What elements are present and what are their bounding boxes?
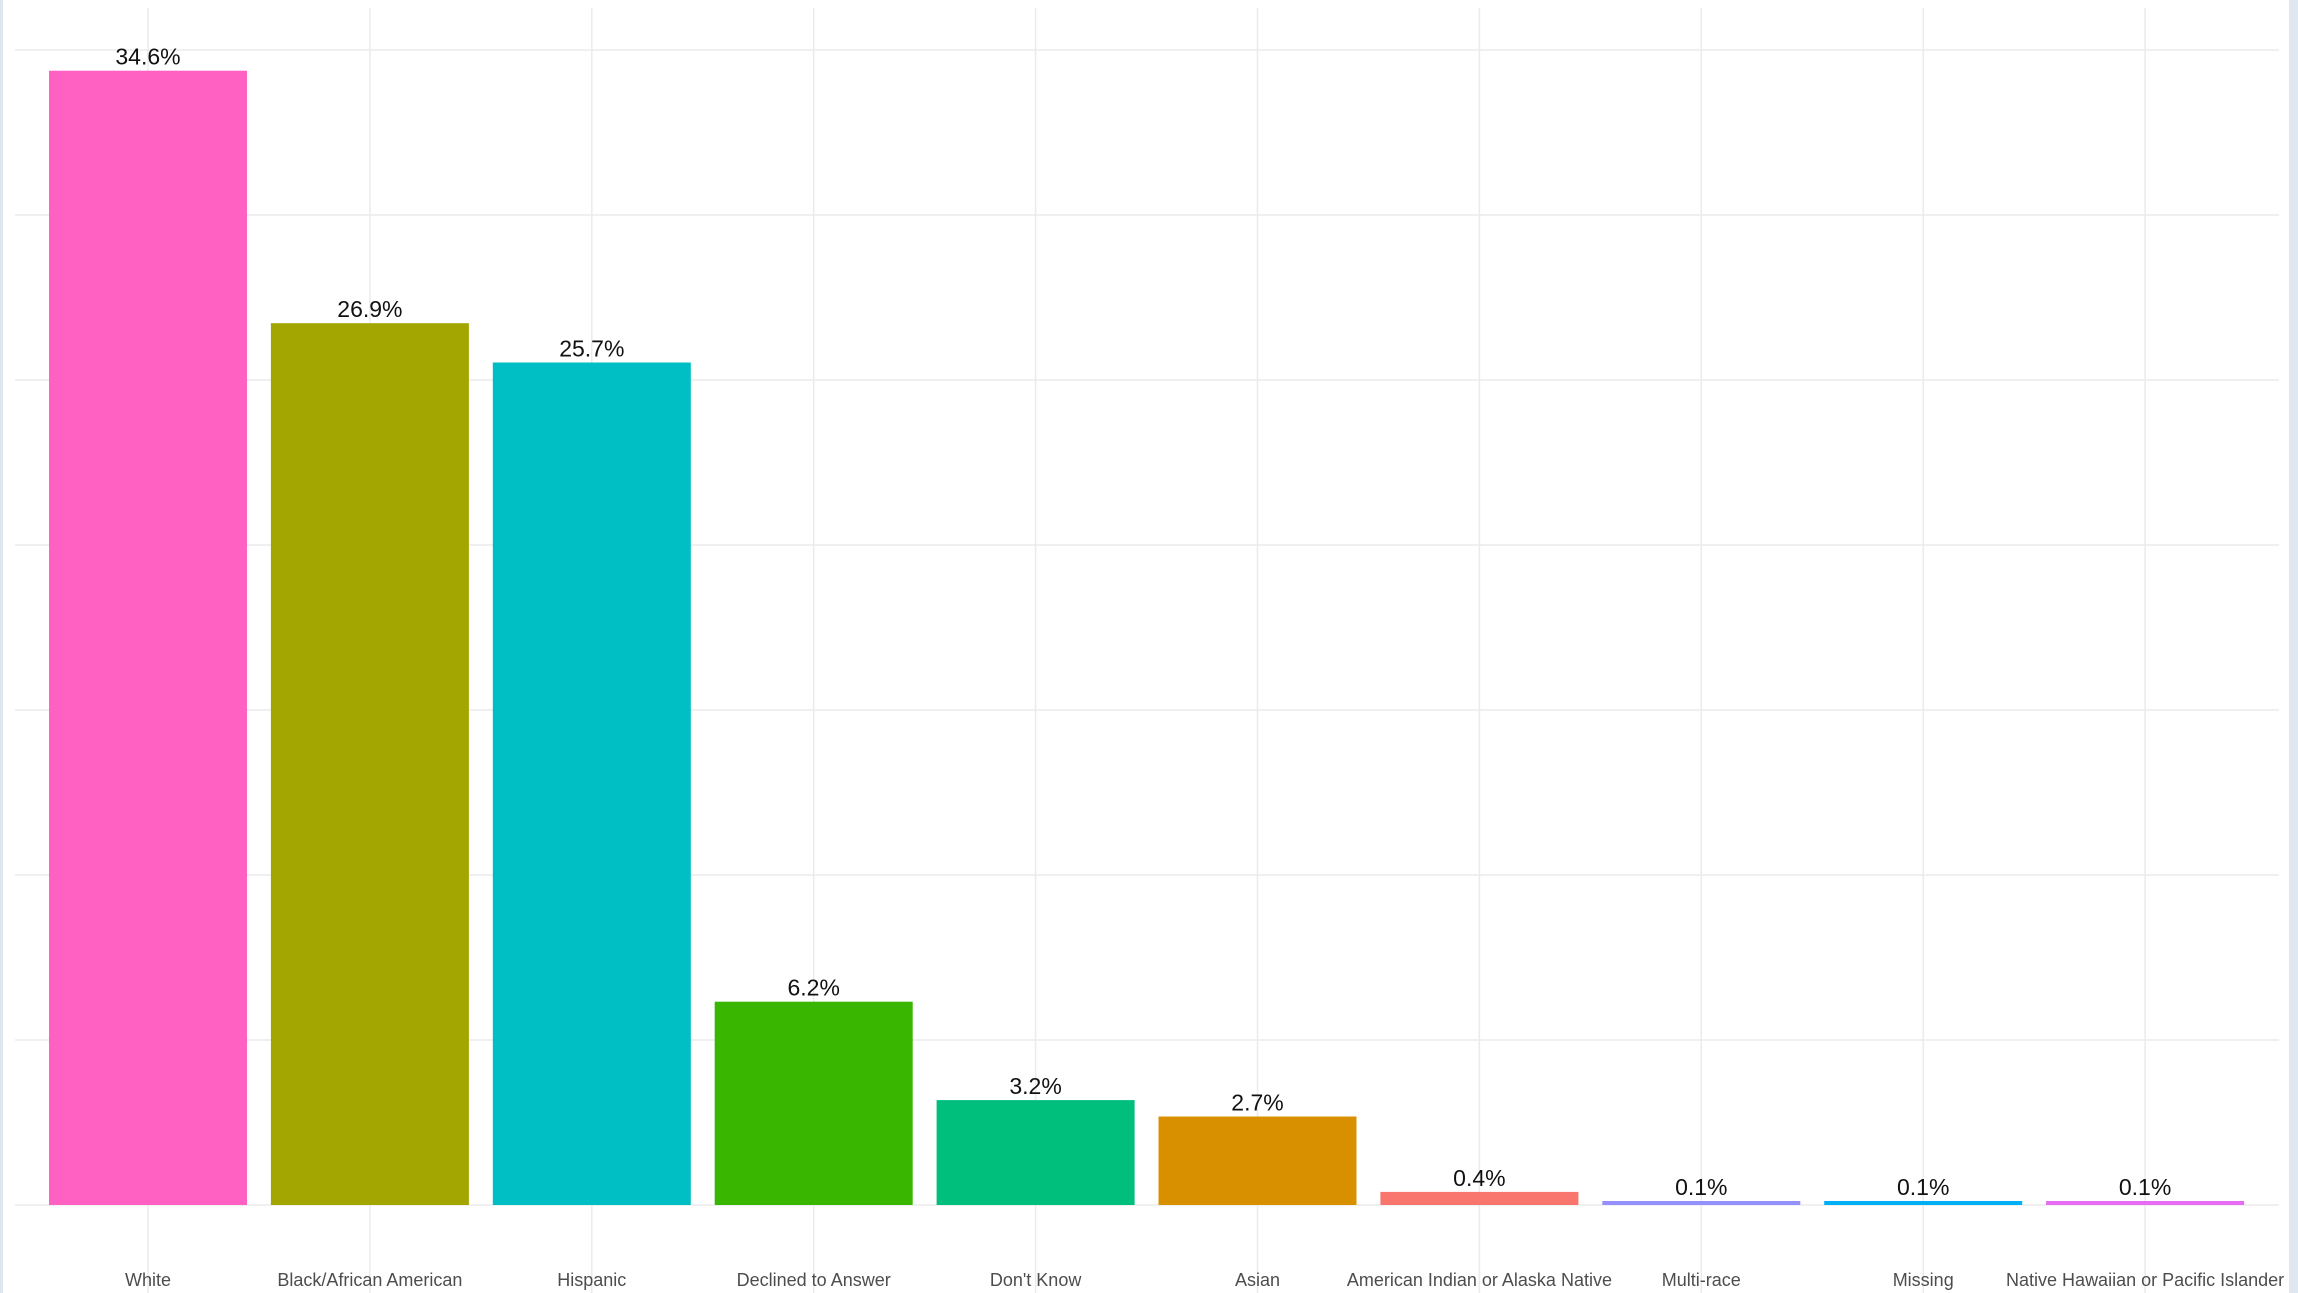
bar xyxy=(270,323,469,1205)
x-tick-label: Hispanic xyxy=(557,1270,626,1290)
bar-value-label: 0.1% xyxy=(1675,1174,1727,1200)
x-tick-label: Asian xyxy=(1235,1270,1280,1290)
bar xyxy=(1824,1201,2023,1205)
x-tick-label: Native Hawaiian or Pacific Islander xyxy=(2006,1270,2284,1290)
bar-value-label: 0.1% xyxy=(1897,1174,1949,1200)
bar xyxy=(49,70,247,1206)
x-tick-label: Missing xyxy=(1893,1270,1954,1290)
bars xyxy=(49,70,2245,1206)
chart-panel: 34.6% 26.9% 25.7% 6.2% 3.2% 2.7% 0.4% 0.1% 0.1% 0… xyxy=(3,0,2289,1293)
bar xyxy=(1380,1191,1579,1205)
x-tick-label: White xyxy=(125,1270,171,1290)
bar-value-label: 26.9% xyxy=(337,296,402,322)
x-tick-label: Multi-race xyxy=(1662,1270,1741,1290)
bar xyxy=(2046,1201,2245,1205)
bar-value-label: 34.6% xyxy=(115,44,180,70)
bar-value-label: 2.7% xyxy=(1231,1090,1283,1116)
x-tick-label: Black/African American xyxy=(277,1270,462,1290)
bar-chart: 34.6% 26.9% 25.7% 6.2% 3.2% 2.7% 0.4% 0.1% 0.1% 0… xyxy=(15,8,2284,1293)
bar-value-label: 6.2% xyxy=(787,975,839,1001)
bar-value-label: 0.4% xyxy=(1453,1165,1505,1191)
bar-value-label: 3.2% xyxy=(1009,1073,1061,1099)
bar xyxy=(1158,1116,1357,1205)
bar xyxy=(936,1100,1135,1205)
bar-value-label: 0.1% xyxy=(2119,1174,2171,1200)
bar xyxy=(714,1001,913,1205)
window-edge xyxy=(2289,0,2298,1293)
bar xyxy=(1602,1201,1801,1205)
bar-value-label: 25.7% xyxy=(559,336,624,362)
value-labels: 34.6% 26.9% 25.7% 6.2% 3.2% 2.7% 0.4% 0.1% 0.1% 0… xyxy=(115,44,2171,1200)
x-axis-tick-labels: White Black/African American Hispanic Decli… xyxy=(125,1270,2284,1290)
x-tick-label: Declined to Answer xyxy=(737,1270,891,1290)
x-tick-label: American Indian or Alaska Native xyxy=(1347,1270,1612,1290)
bar xyxy=(492,362,691,1205)
x-tick-label: Don't Know xyxy=(990,1270,1082,1290)
